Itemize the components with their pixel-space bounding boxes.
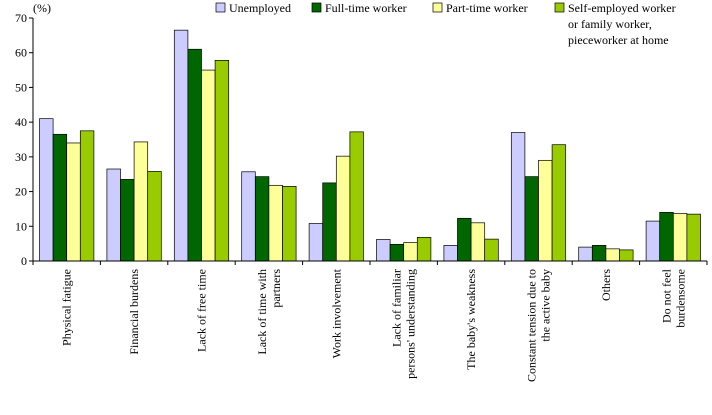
bars — [39, 29, 701, 262]
bar — [133, 141, 149, 262]
bar — [173, 29, 189, 262]
legend: Unemployed Full-time worker Part-time work… — [215, 1, 676, 47]
y-tick-label: 20 — [15, 185, 27, 199]
bar — [686, 213, 701, 262]
y-tick-label: 50 — [15, 80, 27, 94]
legend-label: Self-employed worker — [568, 1, 676, 15]
bar — [457, 217, 472, 262]
x-category-label: Lack of familiar — [390, 269, 404, 347]
x-category-label: the active baby — [539, 269, 553, 342]
y-tick-label: 60 — [15, 46, 27, 60]
bar — [322, 182, 337, 262]
bar — [578, 246, 593, 262]
bar — [605, 248, 620, 262]
bar — [551, 144, 567, 262]
bar — [672, 213, 688, 262]
bar — [201, 69, 216, 262]
bar — [376, 239, 391, 262]
bar — [52, 133, 68, 262]
legend-swatch — [432, 2, 443, 13]
y-tick-label: 40 — [15, 115, 27, 129]
x-category-label: partners — [269, 269, 283, 308]
x-category-label: Others — [599, 269, 613, 301]
bar — [484, 238, 499, 262]
bar — [39, 118, 54, 262]
bar — [619, 249, 634, 262]
bar — [308, 223, 324, 262]
x-category-label: Lack of time with — [255, 269, 269, 355]
legend-label: or family worker, — [568, 17, 652, 31]
bar — [524, 176, 539, 262]
legend-label: Unemployed — [229, 1, 291, 15]
legend-label: pieceworker at home — [568, 33, 669, 47]
bar — [510, 132, 526, 262]
bar — [389, 243, 405, 262]
y-tick-label: 30 — [15, 150, 27, 164]
legend-label: Part-time worker — [446, 1, 528, 15]
x-category-label: Financial burdens — [127, 269, 141, 355]
x-axis: Physical fatigue Financial burdens Lack of… — [32, 260, 708, 382]
bar — [538, 159, 553, 262]
x-category-label: Do not feel — [659, 268, 673, 323]
legend-swatch — [311, 2, 322, 13]
y-axis: 0 10 20 30 40 50 60 70 — [15, 11, 34, 268]
y-tick-label: 0 — [21, 254, 27, 268]
bar — [147, 171, 162, 262]
bar — [443, 245, 458, 262]
y-tick-label: 70 — [15, 11, 27, 25]
bar — [241, 171, 256, 262]
bar — [120, 179, 135, 262]
bar — [66, 142, 81, 262]
bar — [214, 60, 230, 262]
legend-swatch — [215, 2, 226, 13]
x-category-label: Work involvement — [329, 268, 343, 358]
legend-swatch — [554, 2, 565, 13]
bar — [282, 186, 297, 262]
bar — [335, 155, 351, 262]
bar — [79, 130, 95, 262]
x-category-label: burdensome — [673, 269, 687, 328]
x-category-label: persons' understanding — [404, 269, 418, 379]
y-unit-label: (%) — [33, 1, 51, 15]
bar — [268, 184, 283, 262]
x-category-label: The baby's weakness — [464, 269, 478, 370]
y-tick-label: 10 — [15, 219, 27, 233]
bar — [254, 176, 270, 262]
legend-label: Full-time worker — [325, 1, 407, 15]
bar — [403, 242, 418, 262]
bar — [645, 220, 661, 262]
bar — [349, 131, 364, 262]
x-category-label: Lack of free time — [195, 269, 209, 352]
bar — [470, 222, 486, 262]
bar — [416, 237, 432, 262]
bar — [106, 168, 121, 262]
bar — [659, 212, 674, 262]
bar — [591, 245, 607, 262]
bar — [187, 48, 202, 262]
x-category-label: Physical fatigue — [60, 269, 74, 346]
x-category-label: Constant tension due to — [525, 269, 539, 382]
